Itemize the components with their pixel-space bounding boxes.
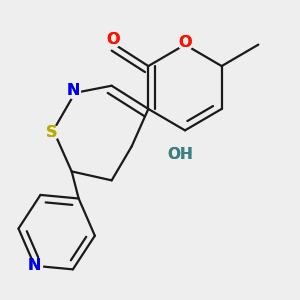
Text: N: N [28, 258, 41, 273]
Text: N: N [67, 83, 80, 98]
Text: O: O [106, 32, 120, 47]
Text: O: O [178, 35, 192, 50]
Text: N: N [67, 83, 80, 98]
Text: OH: OH [167, 147, 193, 162]
Text: N: N [28, 258, 41, 273]
Text: S: S [46, 124, 57, 140]
Text: OH: OH [167, 147, 193, 162]
Text: O: O [106, 32, 120, 47]
Text: O: O [178, 35, 192, 50]
Text: S: S [46, 124, 57, 140]
